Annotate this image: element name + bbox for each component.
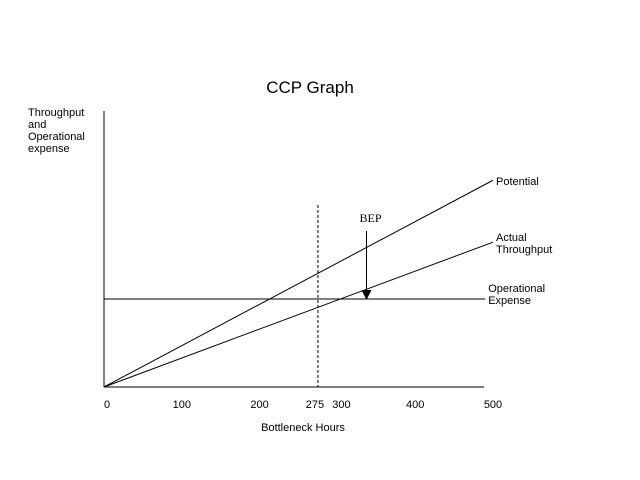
x-axis-label: Bottleneck Hours (261, 422, 345, 434)
x-tick-label: 100 (173, 399, 191, 411)
series-label: Expense (488, 295, 531, 307)
y-axis-label-line: expense (28, 143, 70, 155)
x-tick-label: 500 (484, 399, 502, 411)
series-label: Potential (496, 176, 539, 188)
x-tick-label: 275 (306, 399, 324, 411)
y-axis-label-line: Throughput (28, 107, 84, 119)
bep-arrow-head (361, 289, 372, 300)
y-axis-label-line: and (28, 119, 46, 131)
bep-label: BEP (360, 211, 382, 225)
series-label: Actual (496, 232, 527, 244)
chart-title: CCP Graph (266, 78, 354, 97)
series-label: Throughput (496, 244, 552, 256)
x-tick-label: 200 (250, 399, 268, 411)
x-tick-label: 300 (332, 399, 350, 411)
y-axis-label-line: Operational (28, 131, 85, 143)
plot-area: 0 100 200 275 300 400 500 Potential ActualThroug… (103, 111, 552, 411)
series-label: Operational (488, 283, 545, 295)
series-line (103, 179, 494, 388)
y-axis-label: Throughput and Operational expense (28, 107, 88, 155)
x-tick-label: 400 (406, 399, 424, 411)
series-line (103, 241, 494, 388)
x-tick-label: 0 (104, 399, 110, 411)
